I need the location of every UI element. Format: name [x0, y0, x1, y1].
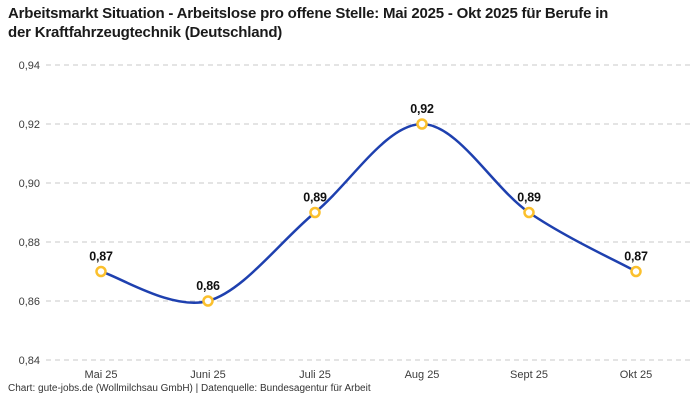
x-axis-tick-label: Okt 25 — [620, 369, 652, 381]
y-axis-tick-label: 0,92 — [19, 119, 40, 131]
data-point-label: 0,92 — [410, 102, 434, 116]
data-point-label: 0,87 — [89, 250, 113, 264]
data-point-marker — [95, 265, 107, 278]
data-point-marker — [309, 206, 321, 219]
x-axis-tick-label: Juni 25 — [190, 369, 225, 381]
y-axis-tick-label: 0,84 — [19, 355, 40, 367]
data-point-label: 0,89 — [517, 191, 541, 205]
x-axis-tick-label: Juli 25 — [299, 369, 331, 381]
x-axis-tick-label: Sept 25 — [510, 369, 548, 381]
data-point-marker — [630, 265, 642, 278]
y-axis-tick-label: 0,88 — [19, 237, 40, 249]
chart-title: Arbeitsmarkt Situation - Arbeitslose pro… — [8, 5, 609, 41]
x-axis-tick-label: Aug 25 — [405, 369, 440, 381]
data-point-marker — [523, 206, 535, 219]
y-axis-tick-label: 0,90 — [19, 178, 40, 190]
series-line — [99, 122, 638, 304]
y-axis-tick-label: 0,94 — [19, 60, 40, 72]
x-axis-tick-label: Mai 25 — [84, 369, 117, 381]
data-point-marker — [416, 118, 428, 130]
data-point-label: 0,87 — [624, 250, 648, 264]
y-axis-tick-label: 0,86 — [19, 296, 40, 308]
data-point-label: 0,89 — [303, 191, 327, 205]
data-point-label: 0,86 — [196, 279, 220, 293]
data-point-marker — [202, 295, 214, 307]
chart-attribution: Chart: gute-jobs.de (Wollmilchsau GmbH) … — [8, 383, 371, 394]
